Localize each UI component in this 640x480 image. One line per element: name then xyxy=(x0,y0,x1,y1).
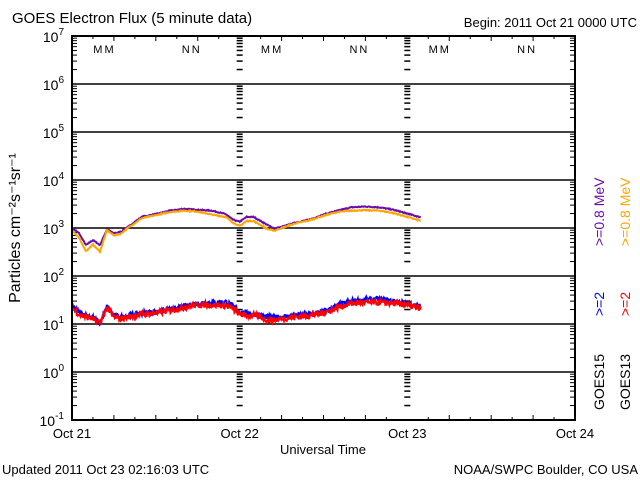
series-lines xyxy=(71,205,422,327)
x-tick-label: Oct 21 xyxy=(53,426,91,441)
y-tick-label: 102 xyxy=(43,267,65,285)
plot-frame xyxy=(71,35,576,421)
series-line xyxy=(71,208,421,255)
marker-n-goes15: N xyxy=(527,44,535,56)
legend: GOES15 GOES13 >=2 >=2 >=0.8 MeV >=0.8 Me… xyxy=(591,177,633,410)
x-tick-label: Oct 24 xyxy=(556,426,594,441)
y-tick-label: 106 xyxy=(43,75,65,93)
legend-g15-2mev: >=2 xyxy=(591,292,607,316)
y-tick-label: 107 xyxy=(43,27,65,45)
y-tick-label: 105 xyxy=(43,123,65,141)
series-line xyxy=(71,205,422,247)
marker-n-goes13: N xyxy=(349,44,357,56)
footer-source: NOAA/SWPC Boulder, CO USA xyxy=(454,462,639,477)
marker-n-goes15: N xyxy=(359,44,367,56)
legend-g15-08mev: >=0.8 MeV xyxy=(591,177,607,246)
marker-m-goes15: M xyxy=(104,44,113,56)
footer-updated: Updated 2011 Oct 23 02:16:03 UTC xyxy=(2,462,209,477)
y-tick-labels: 107 106 105 104 103 102 101 100 10-1 xyxy=(40,27,65,429)
y-tick-label: 100 xyxy=(43,363,65,381)
x-tick-labels: Oct 21 Oct 22 Oct 23 Oct 24 xyxy=(53,426,594,441)
marker-m-goes13: M xyxy=(93,44,102,56)
grid xyxy=(72,83,575,373)
marker-n-goes15: N xyxy=(192,44,200,56)
marker-n-goes13: N xyxy=(517,44,525,56)
legend-g13-08mev: >=0.8 MeV xyxy=(617,177,633,246)
chart-title: GOES Electron Flux (5 minute data) xyxy=(12,10,252,27)
marker-m-goes13: M xyxy=(429,44,438,56)
series-line xyxy=(71,296,422,326)
y-tick-label: 10-1 xyxy=(40,411,65,429)
x-tick-label: Oct 22 xyxy=(221,426,259,441)
begin-label: Begin: 2011 Oct 21 0000 UTC xyxy=(464,15,637,30)
y-tick-label: 101 xyxy=(43,315,65,333)
marker-n-goes13: N xyxy=(182,44,190,56)
marker-m-goes15: M xyxy=(272,44,281,56)
y-axis-label: Particles cm⁻²s⁻¹sr⁻¹ xyxy=(7,153,24,303)
x-tick-label: Oct 23 xyxy=(388,426,426,441)
x-axis-label: Universal Time xyxy=(280,442,366,457)
marker-m-goes15: M xyxy=(440,44,449,56)
marker-m-goes13: M xyxy=(261,44,270,56)
legend-g13-2mev: >=2 xyxy=(617,292,633,316)
y-tick-label: 103 xyxy=(43,219,65,237)
legend-goes13: GOES13 xyxy=(617,354,633,410)
y-tick-label: 104 xyxy=(43,171,65,189)
legend-goes15: GOES15 xyxy=(591,354,607,410)
